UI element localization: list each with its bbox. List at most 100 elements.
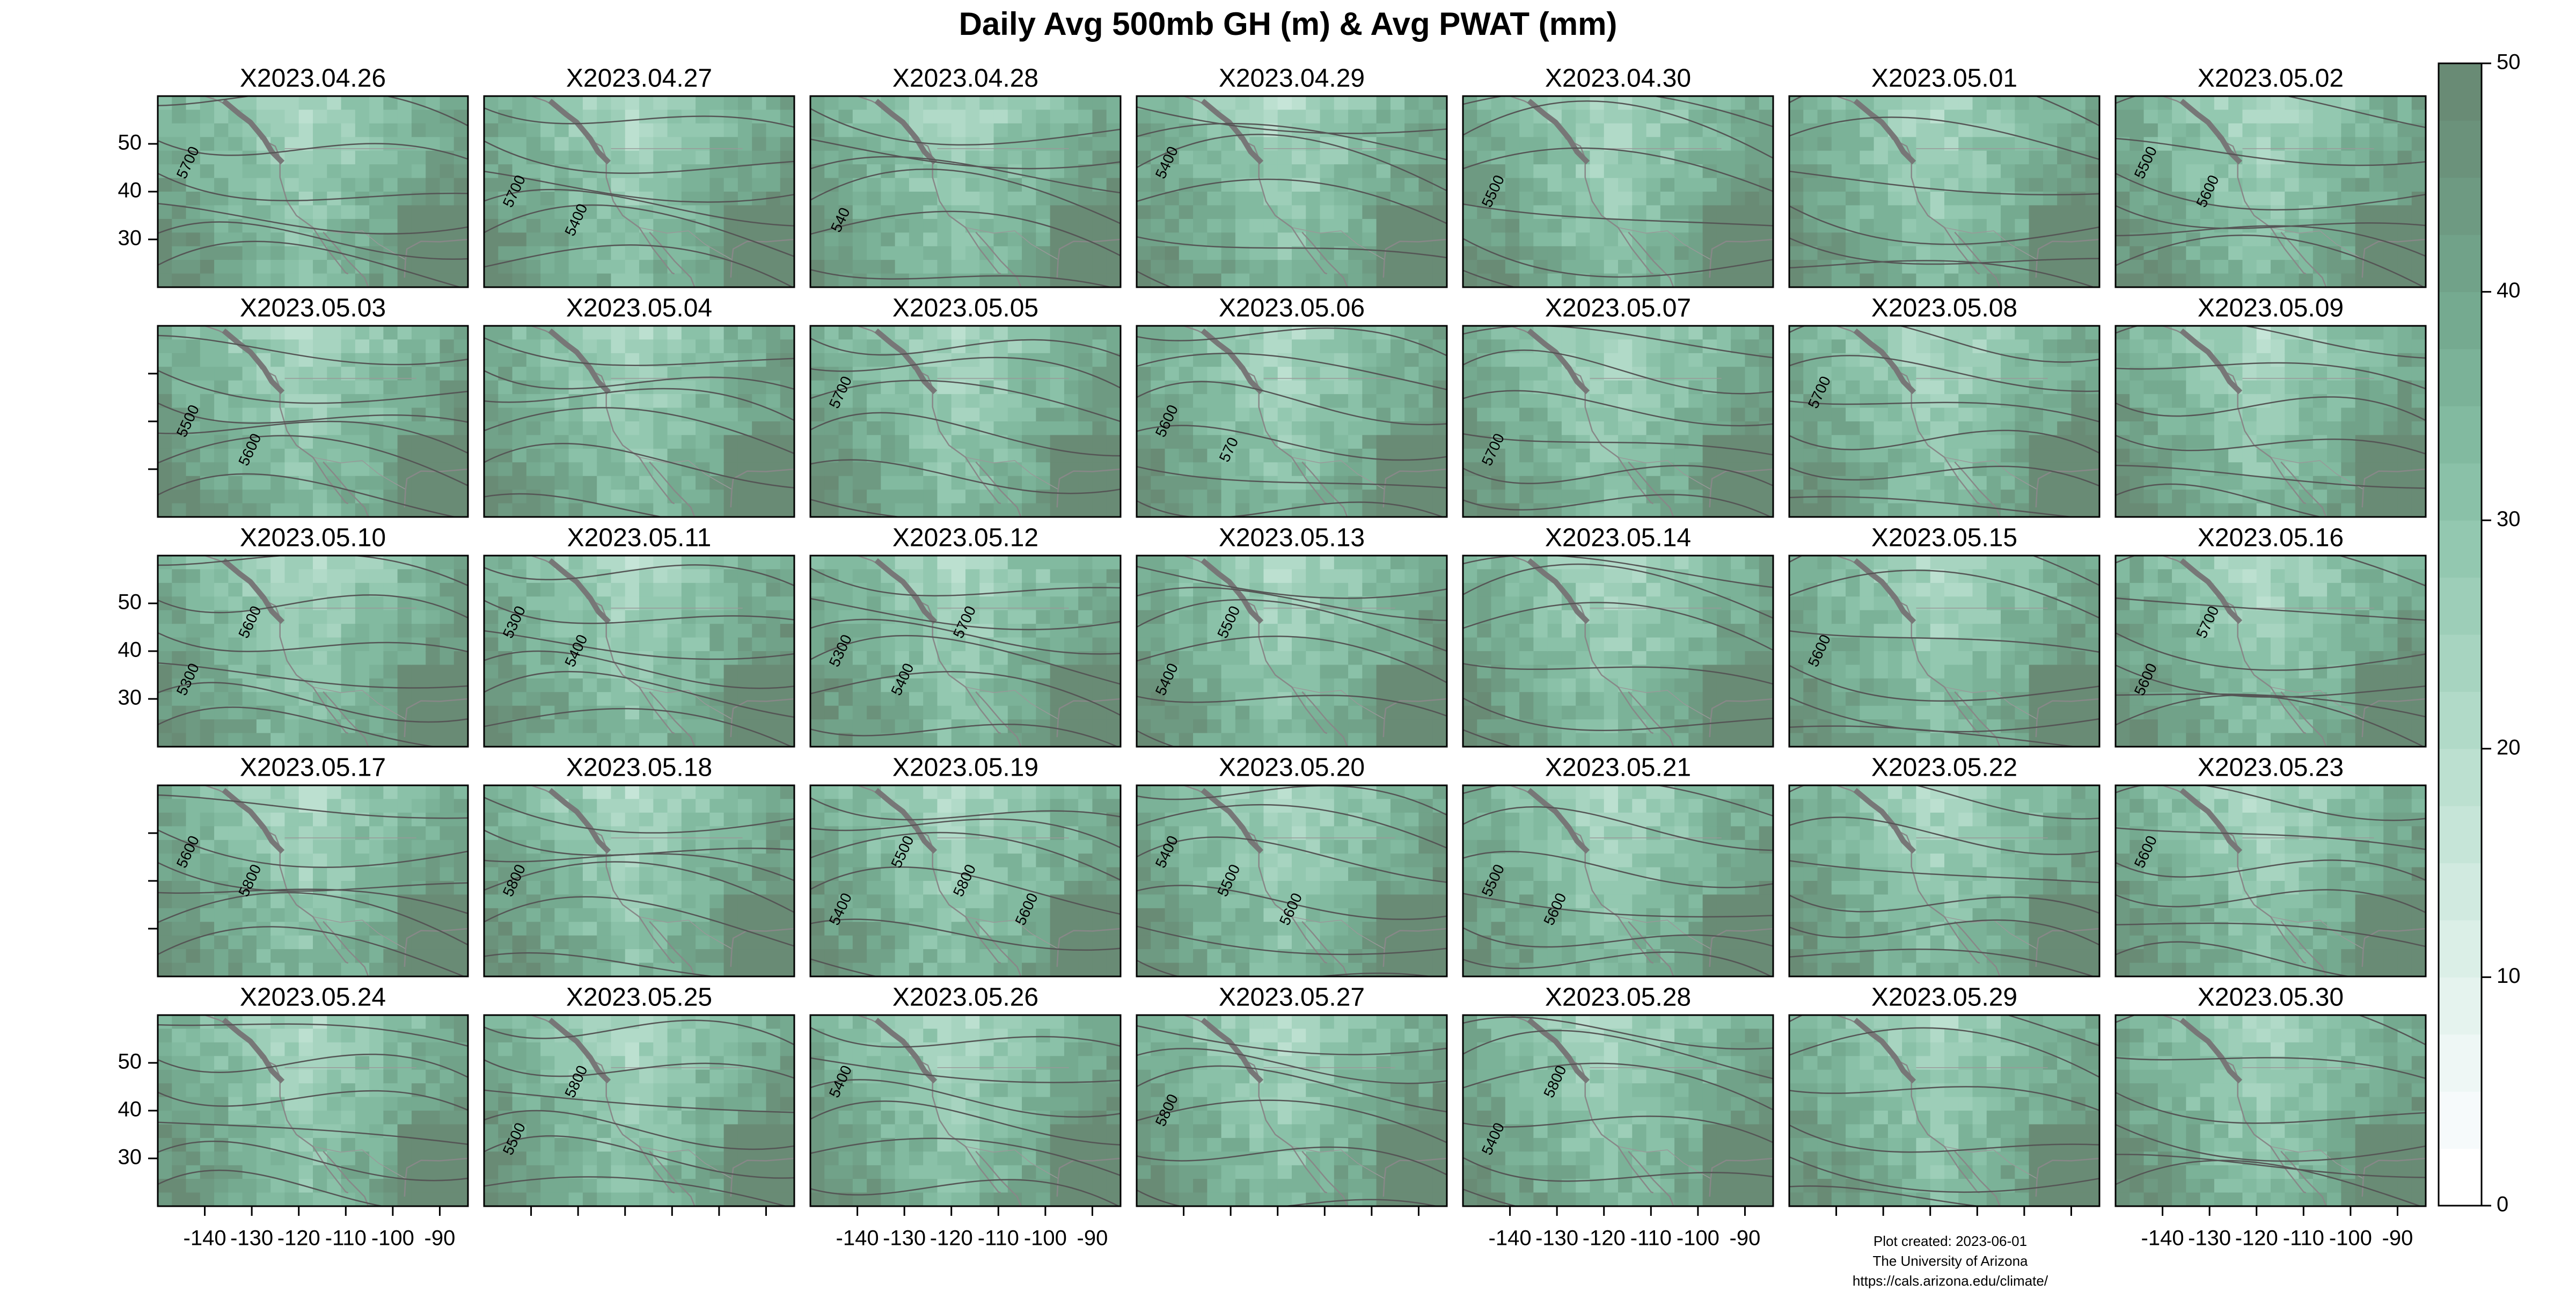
pwat-cell	[186, 123, 201, 137]
pwat-cell	[2172, 246, 2186, 260]
pwat-cell	[2116, 421, 2130, 435]
pwat-cell	[2397, 353, 2412, 367]
pwat-cell	[383, 651, 398, 665]
pwat-cell	[1731, 246, 1745, 260]
pwat-cell	[540, 504, 555, 517]
pwat-cell	[1803, 164, 1818, 178]
pwat-cell	[257, 504, 271, 517]
pwat-cell	[383, 596, 398, 610]
pwat-cell	[1803, 449, 1818, 463]
pwat-cell	[440, 164, 454, 178]
pwat-cell	[398, 706, 412, 720]
pwat-cell	[2341, 274, 2355, 288]
pwat-cell	[2116, 381, 2130, 395]
pwat-cell	[2299, 246, 2314, 260]
pwat-cell	[853, 435, 867, 449]
pwat-cell	[653, 151, 668, 165]
pwat-cell	[1151, 326, 1165, 340]
pwat-cell	[2412, 137, 2426, 151]
pwat-cell	[569, 137, 583, 151]
pwat-cell	[2355, 151, 2370, 165]
pwat-cell	[1916, 381, 1930, 395]
pwat-cell	[2383, 205, 2398, 219]
pwat-cell	[1008, 164, 1022, 178]
pwat-cell	[1477, 123, 1491, 137]
pwat-cell	[1064, 435, 1079, 449]
pwat-cell	[1987, 490, 2001, 504]
pwat-cell	[1646, 164, 1661, 178]
pwat-cell	[1646, 339, 1661, 353]
pwat-cell	[1235, 260, 1250, 274]
pwat-cell	[158, 583, 172, 597]
pwat-cell	[243, 137, 257, 151]
pwat-cell	[1731, 205, 1745, 219]
pwat-cell	[1165, 326, 1180, 340]
pwat-cell	[1249, 164, 1264, 178]
pwat-cell	[1888, 490, 1902, 504]
pwat-cell	[2397, 178, 2412, 192]
pwat-cell	[1973, 274, 1987, 288]
pwat-cell	[2271, 110, 2285, 123]
pwat-cell	[2257, 367, 2271, 381]
pwat-cell	[994, 246, 1008, 260]
pwat-cell	[1958, 96, 1973, 110]
pwat-cell	[1618, 421, 1633, 435]
pwat-cell	[1151, 490, 1165, 504]
pwat-cell	[1064, 381, 1079, 395]
pwat-cell	[2071, 205, 2085, 219]
pwat-cell	[369, 164, 384, 178]
pwat-cell	[1944, 490, 1959, 504]
pwat-cell	[1348, 394, 1363, 408]
pwat-cell	[824, 260, 839, 274]
pwat-cell	[2172, 260, 2186, 274]
pwat-cell	[1519, 178, 1534, 192]
pwat-cell	[867, 205, 881, 219]
pwat-cell	[1064, 353, 1079, 367]
pwat-cell	[738, 110, 752, 123]
pwat-cell	[1916, 137, 1930, 151]
pwat-cell	[2186, 164, 2200, 178]
pwat-cell	[383, 192, 398, 206]
pwat-cell	[398, 367, 412, 381]
pwat-cell	[1674, 192, 1689, 206]
pwat-cell	[1193, 274, 1208, 288]
pwat-cell	[1221, 151, 1236, 165]
map-panel: 5700	[805, 326, 1126, 523]
pwat-cell	[1334, 178, 1349, 192]
pwat-cell	[412, 110, 426, 123]
pwat-cell	[709, 96, 724, 110]
pwat-cell	[1235, 449, 1250, 463]
pwat-cell	[1717, 353, 1731, 367]
pwat-cell	[158, 408, 172, 422]
pwat-cell	[1334, 96, 1349, 110]
pwat-cell	[440, 692, 454, 706]
pwat-cell	[1646, 449, 1661, 463]
pwat-cell	[1846, 504, 1860, 517]
pwat-cell	[1973, 339, 1987, 353]
pwat-cell	[1404, 449, 1419, 463]
pwat-cell	[2369, 353, 2384, 367]
pwat-cell	[1207, 232, 1221, 246]
pwat-cell	[994, 462, 1008, 476]
pwat-cell	[952, 408, 966, 422]
pwat-cell	[1818, 449, 1832, 463]
pwat-cell	[513, 367, 527, 381]
pwat-cell	[1221, 476, 1236, 490]
pwat-cell	[1973, 353, 1987, 367]
pwat-cell	[2313, 137, 2328, 151]
pwat-cell	[2015, 381, 2029, 395]
pwat-cell	[1505, 435, 1520, 449]
pwat-cell	[994, 367, 1008, 381]
pwat-cell	[1137, 367, 1151, 381]
pwat-cell	[1745, 421, 1759, 435]
pwat-cell	[1902, 178, 1916, 192]
pwat-cell	[1688, 381, 1703, 395]
pwat-cell	[1137, 246, 1151, 260]
pwat-cell	[583, 151, 597, 165]
pwat-cell	[284, 274, 299, 288]
pwat-cell	[1533, 367, 1548, 381]
pwat-cell	[1207, 151, 1221, 165]
pwat-cell	[611, 151, 625, 165]
pwat-cell	[1151, 96, 1165, 110]
pwat-cell	[1703, 246, 1717, 260]
